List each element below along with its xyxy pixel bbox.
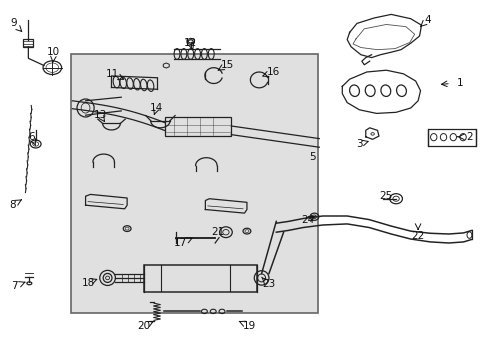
Text: 4: 4 — [424, 15, 430, 25]
Text: 22: 22 — [410, 231, 424, 241]
Text: 12: 12 — [183, 38, 197, 48]
Text: 17: 17 — [174, 238, 187, 248]
Text: 6: 6 — [28, 132, 35, 142]
Bar — [23, 39, 33, 47]
Text: 23: 23 — [262, 279, 275, 289]
Bar — [71, 54, 317, 313]
Text: 14: 14 — [149, 103, 163, 113]
Text: 7: 7 — [11, 281, 18, 291]
Text: 11: 11 — [105, 69, 119, 79]
Text: 18: 18 — [81, 278, 95, 288]
Text: 2: 2 — [465, 132, 472, 142]
Text: 3: 3 — [355, 139, 362, 149]
Text: 19: 19 — [242, 321, 256, 331]
Text: 15: 15 — [220, 60, 234, 70]
Text: 13: 13 — [93, 110, 107, 120]
Text: 25: 25 — [379, 191, 392, 201]
Text: 24: 24 — [301, 215, 314, 225]
Text: 1: 1 — [455, 78, 462, 88]
Text: 16: 16 — [266, 67, 280, 77]
Text: 21: 21 — [210, 227, 224, 237]
Bar — [165, 117, 231, 136]
Text: 10: 10 — [47, 47, 60, 57]
Text: 9: 9 — [10, 18, 17, 28]
Bar — [144, 265, 256, 292]
Text: 5: 5 — [309, 152, 316, 162]
Text: 8: 8 — [9, 200, 16, 210]
Text: 20: 20 — [138, 321, 150, 331]
Bar — [427, 129, 475, 146]
